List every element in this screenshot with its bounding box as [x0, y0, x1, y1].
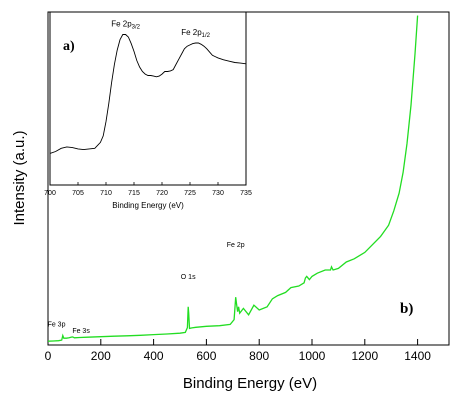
survey-peak-label: Fe 3p	[48, 322, 66, 329]
inset-x-tick-label: 725	[184, 190, 196, 197]
survey-x-axis-label: Binding Energy (eV)	[183, 375, 317, 392]
survey-peak-labels: Fe 3p Fe 3s O 1s Fe 2p	[48, 242, 245, 335]
inset-x-tick-label: 700	[44, 190, 56, 197]
survey-peak-label: Fe 2p	[227, 242, 245, 249]
fe2p-inset-plot: 700 705 710 715 720 725 730 735 Fe 2p3/2 Fe 2p1/…	[44, 11, 252, 210]
survey-series	[47, 15, 419, 342]
survey-x-tick-label: 400	[144, 349, 164, 363]
survey-x-tick-label: 1200	[351, 349, 378, 363]
panel-label-b: b)	[400, 301, 413, 317]
inset-x-tick-label: 720	[156, 190, 168, 197]
panel-label-a: a)	[63, 39, 75, 54]
inset-x-ticks: 700 705 710 715 720 725 730 735	[44, 182, 252, 197]
survey-x-ticks: 0 200 400 600 800 1000 1200 1400	[45, 339, 431, 363]
inset-x-tick-label: 710	[100, 190, 112, 197]
survey-plot: 0 200 400 600 800 1000 1200 1400 Fe 3p Fe 3s O 1s…	[11, 11, 450, 392]
inset-series	[49, 34, 247, 154]
survey-y-axis-label: Intensity (a.u.)	[11, 130, 28, 225]
inset-x-tick-label: 735	[240, 190, 252, 197]
survey-series-line	[47, 15, 419, 342]
survey-plot-frame	[47, 11, 450, 346]
survey-x-tick-label: 0	[45, 349, 52, 363]
inset-x-tick-label: 705	[72, 190, 84, 197]
survey-x-tick-label: 200	[91, 349, 111, 363]
survey-x-tick-label: 800	[249, 349, 269, 363]
inset-peak-label: Fe 2p1/2	[181, 28, 210, 39]
inset-x-tick-label: 730	[212, 190, 224, 197]
survey-peak-label: Fe 3s	[72, 328, 90, 335]
survey-x-tick-label: 1000	[299, 349, 326, 363]
inset-peak-labels: Fe 2p3/2 Fe 2p1/2	[111, 20, 210, 39]
inset-x-tick-label: 715	[128, 190, 140, 197]
survey-x-tick-label: 600	[196, 349, 216, 363]
inset-x-axis-label: Binding Energy (eV)	[112, 201, 184, 210]
survey-x-tick-label: 1400	[404, 349, 431, 363]
survey-peak-label: O 1s	[181, 274, 196, 281]
inset-peak-label: Fe 2p3/2	[111, 20, 140, 31]
inset-series-line	[49, 34, 247, 154]
inset-plot-frame	[49, 11, 247, 186]
